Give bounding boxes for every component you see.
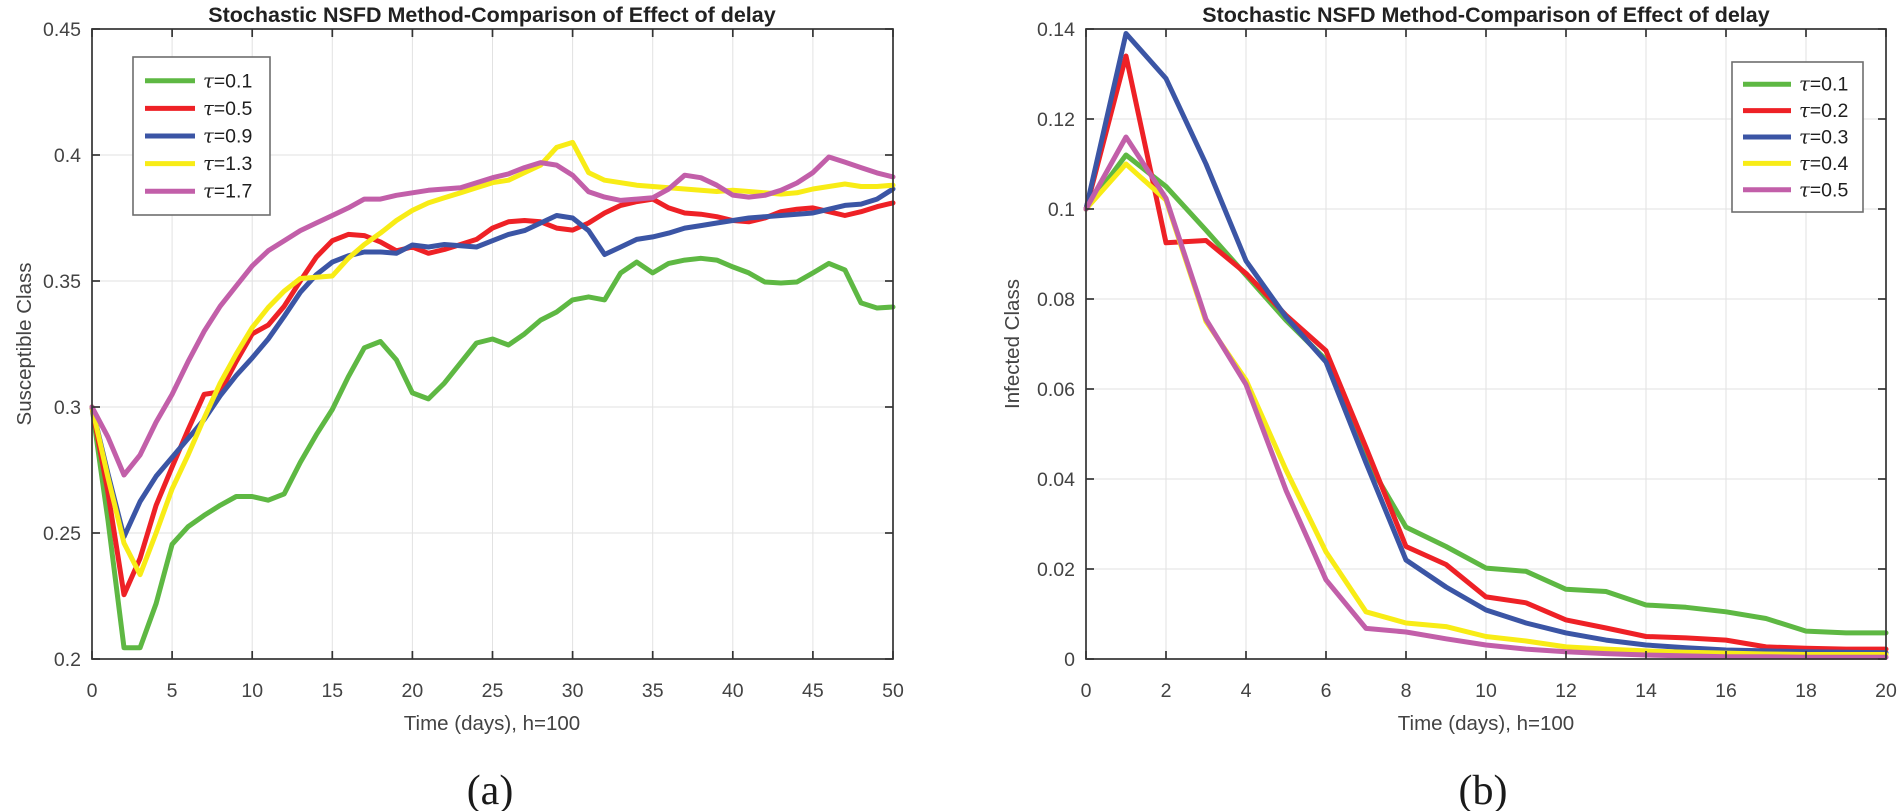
x-tick-label: 25 — [482, 680, 504, 702]
panel-b-series-tau-0.3 — [1083, 31, 1889, 656]
legend-item: τ=0.1 — [1743, 73, 1848, 96]
x-tick-label: 20 — [1875, 680, 1897, 702]
y-tick-label: 0.45 — [43, 19, 81, 41]
legend-item-label: τ=0.3 — [1799, 126, 1848, 149]
panel-b-series-tau-0.1 — [1083, 152, 1889, 636]
legend-item: τ=1.7 — [145, 180, 252, 203]
panel-b: 0 2 4 6 8 10 12 14 16 18 20 0 0.02 0.04 0.06 0.08 0.1 0.1… — [1001, 3, 1897, 811]
panel-a-series-tau-1.7 — [89, 154, 896, 478]
y-tick-label: 0.4 — [54, 145, 81, 167]
legend-item-label: τ=0.9 — [203, 125, 252, 148]
legend-item-label: τ=0.1 — [203, 69, 252, 92]
panel-a: 0 5 10 15 20 25 30 35 40 45 50 0.2 0.25 0.3 0.35 0.4 0.4… — [13, 3, 904, 811]
x-tick-label: 16 — [1715, 680, 1737, 702]
legend-item: τ=1.3 — [145, 152, 252, 175]
y-tick-label: 0.3 — [54, 397, 81, 419]
legend-item-label: τ=1.3 — [203, 152, 252, 175]
x-tick-label: 12 — [1555, 680, 1577, 702]
y-tick-label: 0.04 — [1037, 469, 1075, 491]
x-tick-label: 40 — [722, 680, 744, 702]
legend-item: τ=0.1 — [145, 69, 252, 92]
y-tick-label: 0.06 — [1037, 379, 1075, 401]
y-tick-label: 0.2 — [54, 649, 81, 671]
x-tick-label: 10 — [1475, 680, 1497, 702]
x-tick-label: 10 — [241, 680, 263, 702]
panel-b-series-tau-0.2 — [1083, 53, 1889, 652]
x-tick-label: 15 — [321, 680, 343, 702]
panel-a-series — [89, 139, 896, 651]
x-tick-label: 0 — [87, 680, 98, 702]
y-tick-label: 0.02 — [1037, 559, 1075, 581]
panel-a-ylabel: Susceptible Class — [13, 263, 36, 426]
legend-item: τ=0.5 — [145, 97, 252, 120]
legend-item: τ=0.5 — [1743, 178, 1848, 201]
panel-b-series — [1083, 31, 1889, 660]
x-tick-label: 20 — [402, 680, 424, 702]
legend-item: τ=0.4 — [1743, 152, 1848, 175]
x-tick-label: 14 — [1635, 680, 1657, 702]
panel-a-xlabel: Time (days), h=100 — [404, 712, 580, 735]
panel-b-tick-marks — [1085, 28, 1887, 660]
x-tick-label: 6 — [1321, 680, 1332, 702]
panel-b-letter: (b) — [1459, 768, 1508, 811]
legend-item-label: τ=1.7 — [203, 180, 252, 203]
y-tick-label: 0.25 — [43, 523, 81, 545]
x-tick-label: 18 — [1795, 680, 1817, 702]
panel-a-letter: (a) — [467, 768, 514, 811]
legend-item: τ=0.2 — [1743, 99, 1848, 122]
legend-item-label: τ=0.2 — [1799, 99, 1848, 122]
y-tick-label: 0.14 — [1037, 19, 1075, 41]
panel-a-series-tau-1.3 — [89, 139, 896, 578]
y-tick-label: 0.08 — [1037, 289, 1075, 311]
panel-a-tick-marks — [91, 28, 894, 660]
legend-item: τ=0.3 — [1743, 126, 1848, 149]
y-tick-label: 0.1 — [1048, 199, 1075, 221]
panel-a-legend: τ=0.1 τ=0.5 τ=0.9 τ=1.3 τ=1.7 — [132, 56, 271, 216]
x-tick-label: 8 — [1401, 680, 1412, 702]
x-tick-label: 35 — [642, 680, 664, 702]
legend-item-label: τ=0.5 — [1799, 178, 1848, 201]
x-tick-label: 2 — [1161, 680, 1172, 702]
y-tick-label: 0 — [1064, 649, 1075, 671]
x-tick-label: 45 — [802, 680, 824, 702]
x-tick-label: 0 — [1081, 680, 1092, 702]
panel-b-ylabel: Infected Class — [1001, 279, 1024, 409]
panel-b-xlabel: Time (days), h=100 — [1398, 712, 1574, 735]
x-tick-label: 30 — [562, 680, 584, 702]
panel-b-title: Stochastic NSFD Method-Comparison of Eff… — [1202, 3, 1769, 27]
y-tick-label: 0.12 — [1037, 109, 1075, 131]
legend-item: τ=0.9 — [145, 125, 252, 148]
legend-item-label: τ=0.5 — [203, 97, 252, 120]
panel-a-series-tau-0.1 — [89, 255, 896, 651]
panel-a-grid — [92, 29, 893, 659]
x-tick-label: 4 — [1241, 680, 1252, 702]
panel-b-legend: τ=0.1 τ=0.2 τ=0.3 τ=0.4 τ=0.5 — [1731, 61, 1864, 213]
panel-b-series-tau-0.5 — [1083, 134, 1889, 660]
legend-item-label: τ=0.4 — [1799, 152, 1848, 175]
legend-item-label: τ=0.1 — [1799, 73, 1848, 96]
panel-a-title: Stochastic NSFD Method-Comparison of Eff… — [208, 3, 775, 27]
panel-a-series-tau-0.9 — [89, 186, 896, 540]
x-tick-label: 50 — [882, 680, 904, 702]
y-tick-label: 0.35 — [43, 271, 81, 293]
x-tick-label: 5 — [167, 680, 178, 702]
